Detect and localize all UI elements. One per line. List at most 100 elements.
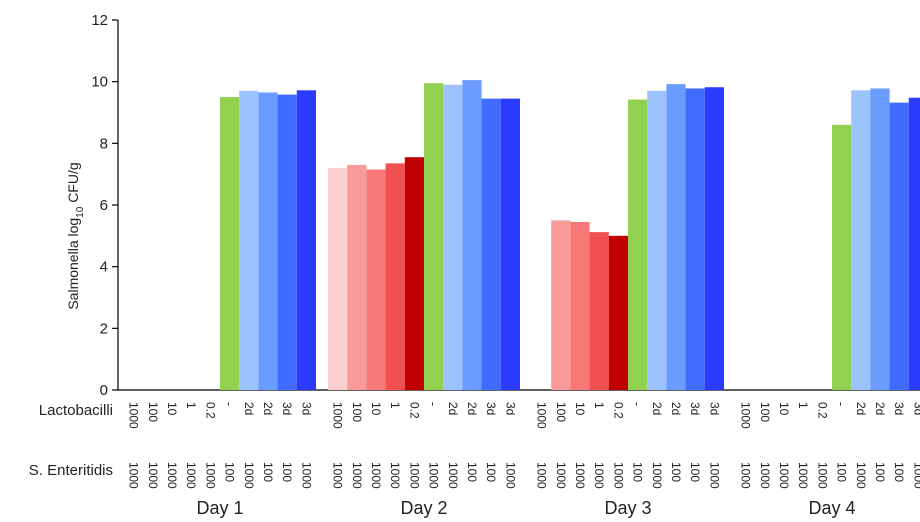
enteritidis-tick-label: 1000 (146, 462, 160, 489)
enteritidis-tick-label: 1000 (592, 462, 606, 489)
enteritidis-tick-label: 1000 (796, 462, 810, 489)
lactobacilli-tick-label: 1000 (331, 402, 345, 429)
bar (570, 221, 590, 390)
lactobacilli-tick-label: 0.2 (611, 402, 625, 419)
enteritidis-tick-label: 1000 (203, 462, 217, 489)
bar (685, 88, 705, 390)
lactobacilli-tick-label: 100 (554, 402, 568, 422)
enteritidis-tick-label: 100 (892, 462, 906, 482)
enteritidis-tick-label: 1000 (242, 462, 256, 489)
bar (608, 235, 628, 390)
lactobacilli-tick-label: 0.2 (407, 402, 421, 419)
bars (220, 80, 920, 391)
enteritidis-tick-label: 1000 (573, 462, 587, 489)
lactobacilli-tick-label: 2d (854, 402, 868, 415)
lactobacilli-tick-label: 1000 (739, 402, 753, 429)
bar (277, 94, 297, 390)
y-axis-label: Salmonella log10 CFU/g (65, 162, 86, 309)
enteritidis-tick-label: 1000 (777, 462, 791, 489)
lactobacilli-tick-label: 100 (350, 402, 364, 422)
lactobacilli-tick-label: - (223, 402, 237, 406)
lactobacilli-tick-label: - (631, 402, 645, 406)
lactobacilli-tick-label: 3d (299, 402, 313, 415)
lactobacilli-tick-label: 10 (777, 402, 791, 416)
bar (666, 84, 686, 390)
enteritidis-tick-label: 1000 (854, 462, 868, 489)
lactobacilli-tick-label: 0.2 (203, 402, 217, 419)
lactobacilli-tick-label: 10 (369, 402, 383, 416)
group-label: Day 4 (808, 498, 855, 518)
enteritidis-tick-label: 1000 (650, 462, 664, 489)
lactobacilli-tick-label: 1000 (535, 402, 549, 429)
enteritidis-tick-label: 100 (669, 462, 683, 482)
bar (328, 168, 348, 390)
enteritidis-tick-label: 1000 (299, 462, 313, 489)
y-axis-label-main: Salmonella log (65, 218, 81, 310)
lactobacilli-tick-label: 1000 (127, 402, 141, 429)
y-tick-label: 10 (91, 74, 108, 91)
enteritidis-tick-label: 1000 (503, 462, 517, 489)
enteritidis-tick-label: 1000 (611, 462, 625, 489)
lactobacilli-tick-label: 2d (873, 402, 887, 415)
enteritidis-tick-label: 100 (873, 462, 887, 482)
enteritidis-tick-label: 1000 (554, 462, 568, 489)
x-category-labels: 1000 1000 100 1000 10 1000 1 1000 0.2 1000 - 100 2d 1… (127, 402, 920, 518)
bar (889, 102, 909, 390)
bar (296, 90, 316, 391)
enteritidis-tick-label: 1000 (331, 462, 345, 489)
bar (704, 87, 724, 390)
enteritidis-tick-label: 1000 (758, 462, 772, 489)
bar (589, 232, 609, 390)
bar (481, 98, 501, 390)
y-tick-label: 0 (100, 382, 108, 399)
lactobacilli-tick-label: - (835, 402, 849, 406)
enteritidis-tick-label: 100 (835, 462, 849, 482)
lactobacilli-tick-label: 0.2 (815, 402, 829, 419)
bar (385, 163, 405, 390)
bar (551, 220, 571, 390)
lactobacilli-tick-label: 10 (573, 402, 587, 416)
enteritidis-tick-label: 1000 (446, 462, 460, 489)
enteritidis-tick-label: 100 (688, 462, 702, 482)
y-tick-label: 12 (91, 12, 108, 29)
enteritidis-tick-label: 1000 (165, 462, 179, 489)
lactobacilli-tick-label: 3d (707, 402, 721, 415)
bar (220, 97, 240, 390)
group-label: Day 2 (400, 498, 447, 518)
enteritidis-tick-label: 1000 (407, 462, 421, 489)
bar (424, 83, 444, 390)
enteritidis-tick-label: 1000 (184, 462, 198, 489)
lactobacilli-tick-label: 3d (892, 402, 906, 415)
bar (832, 124, 852, 390)
bar (404, 157, 424, 390)
bar (347, 164, 367, 390)
lactobacilli-tick-label: 2d (261, 402, 275, 415)
lactobacilli-tick-label: 1 (592, 402, 606, 409)
row-label-lactobacilli: Lactobacilli (39, 402, 113, 419)
bar (851, 90, 871, 391)
enteritidis-tick-label: 100 (223, 462, 237, 482)
bar (258, 92, 278, 390)
lactobacilli-tick-label: 3d (503, 402, 517, 415)
group-label: Day 1 (196, 498, 243, 518)
lactobacilli-tick-label: 100 (146, 402, 160, 422)
lactobacilli-tick-label: 2d (669, 402, 683, 415)
enteritidis-tick-label: 100 (465, 462, 479, 482)
enteritidis-tick-label: 100 (484, 462, 498, 482)
bar (443, 84, 463, 390)
enteritidis-tick-label: 1000 (535, 462, 549, 489)
y-tick-label: 2 (100, 320, 108, 337)
enteritidis-tick-label: 1000 (388, 462, 402, 489)
enteritidis-tick-label: 100 (261, 462, 275, 482)
bar (628, 99, 648, 391)
y-tick-label: 4 (100, 259, 108, 276)
lactobacilli-tick-label: 2d (242, 402, 256, 415)
enteritidis-tick-label: 1000 (739, 462, 753, 489)
y-axis-label-unit: CFU/g (65, 162, 81, 206)
lactobacilli-tick-label: 100 (758, 402, 772, 422)
lactobacilli-tick-label: 1 (796, 402, 810, 409)
enteritidis-tick-label: 1000 (127, 462, 141, 489)
y-tick-label: 6 (100, 197, 108, 214)
bar (647, 90, 667, 391)
lactobacilli-tick-label: 3d (688, 402, 702, 415)
